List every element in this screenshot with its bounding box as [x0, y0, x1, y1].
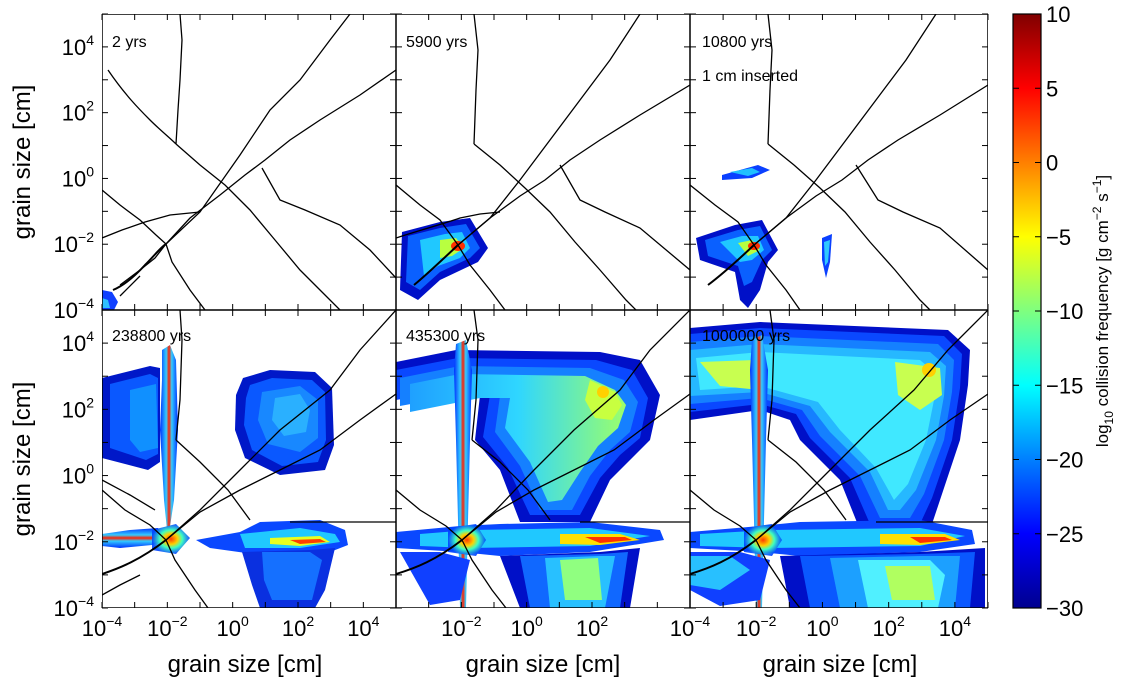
boundary-curves — [102, 14, 396, 310]
boundary-curves — [690, 14, 988, 310]
boundary-curves — [102, 310, 396, 608]
x-tick-label: 104 — [939, 613, 971, 641]
x-axis-label-1: grain size [cm] — [168, 651, 323, 678]
y-tick-label: 104 — [62, 32, 94, 60]
panel-6 — [690, 310, 988, 608]
x-tick-label: 100 — [217, 613, 249, 641]
y-tick-label: 10−4 — [54, 593, 95, 621]
y-tick-label: 100 — [62, 163, 94, 191]
x-tick-label: 100 — [806, 613, 838, 641]
x-tick-label: 104 — [347, 613, 379, 641]
y-tick-label: 102 — [62, 98, 94, 126]
y-axis-label-bottom: grain size [cm] — [9, 382, 36, 537]
contour-region — [396, 340, 664, 608]
y-tick-label: 10−2 — [54, 527, 95, 555]
panel-5 — [396, 310, 690, 608]
panel-label-2: 5900 yrs — [406, 34, 467, 51]
x-tick-label: 102 — [282, 613, 314, 641]
x-axis-label-2: grain size [cm] — [466, 651, 621, 678]
y-tick-label: 100 — [62, 461, 94, 489]
colorbar-ticks: 10 5 0 −5 −10 −15 −20 −25 −30 — [1013, 2, 1083, 621]
panel-label-5: 435300 yrs — [406, 328, 485, 345]
y-tick-label: 102 — [62, 394, 94, 422]
x-tick-label: 10−2 — [147, 613, 188, 641]
panel-note-3: 1 cm inserted — [702, 68, 798, 85]
colorbar-tick-label: −10 — [1046, 299, 1083, 324]
y-tick-label: 10−2 — [54, 229, 95, 257]
panel-1 — [102, 14, 396, 310]
colorbar-tick-label: 0 — [1046, 151, 1058, 176]
panel-label-1: 2 yrs — [112, 34, 147, 51]
colorbar-tick-label: −20 — [1046, 448, 1083, 473]
boundary-curves — [690, 310, 988, 608]
colorbar-tick-label: −5 — [1046, 225, 1071, 250]
boundary-curves — [396, 310, 690, 608]
colorbar-tick-label: −30 — [1046, 596, 1083, 621]
panel-3 — [690, 14, 988, 310]
x-tick-label: 10−4 — [670, 613, 711, 641]
colorbar-tick-label: −25 — [1046, 522, 1083, 547]
x-tick-label: 102 — [576, 613, 608, 641]
panel-2 — [396, 14, 690, 310]
boundary-curves — [396, 14, 690, 310]
axis-ticks: 10−4 10−2 100 102 104 10−2 100 102 10−4 10−2 100 10… — [54, 13, 989, 641]
contour-region — [102, 345, 348, 608]
x-tick-label: 10−2 — [441, 613, 482, 641]
x-tick-label: 10−4 — [82, 613, 123, 641]
y-axis-label-top: grain size [cm] — [9, 85, 36, 240]
colorbar-tick-label: 5 — [1046, 76, 1058, 101]
panel-label-3: 10800 yrs — [702, 34, 772, 51]
x-axis-label-3: grain size [cm] — [763, 651, 918, 678]
y-tick-label: 104 — [62, 328, 94, 356]
x-tick-label: 10−2 — [736, 613, 777, 641]
colorbar-tick-label: −15 — [1046, 373, 1083, 398]
panel-4 — [102, 310, 396, 608]
colorbar-label: log10 collision frequency [g cm−2 s−1] — [1090, 175, 1116, 447]
y-tick-label: 10−4 — [54, 295, 95, 323]
x-tick-label: 100 — [511, 613, 543, 641]
x-tick-label: 102 — [873, 613, 905, 641]
panel-label-6: 1000000 yrs — [702, 328, 790, 345]
contour-region — [102, 290, 118, 310]
colorbar-tick-label: 10 — [1046, 2, 1070, 27]
contour-region — [690, 322, 985, 608]
panel-label-4: 238800 yrs — [112, 328, 191, 345]
